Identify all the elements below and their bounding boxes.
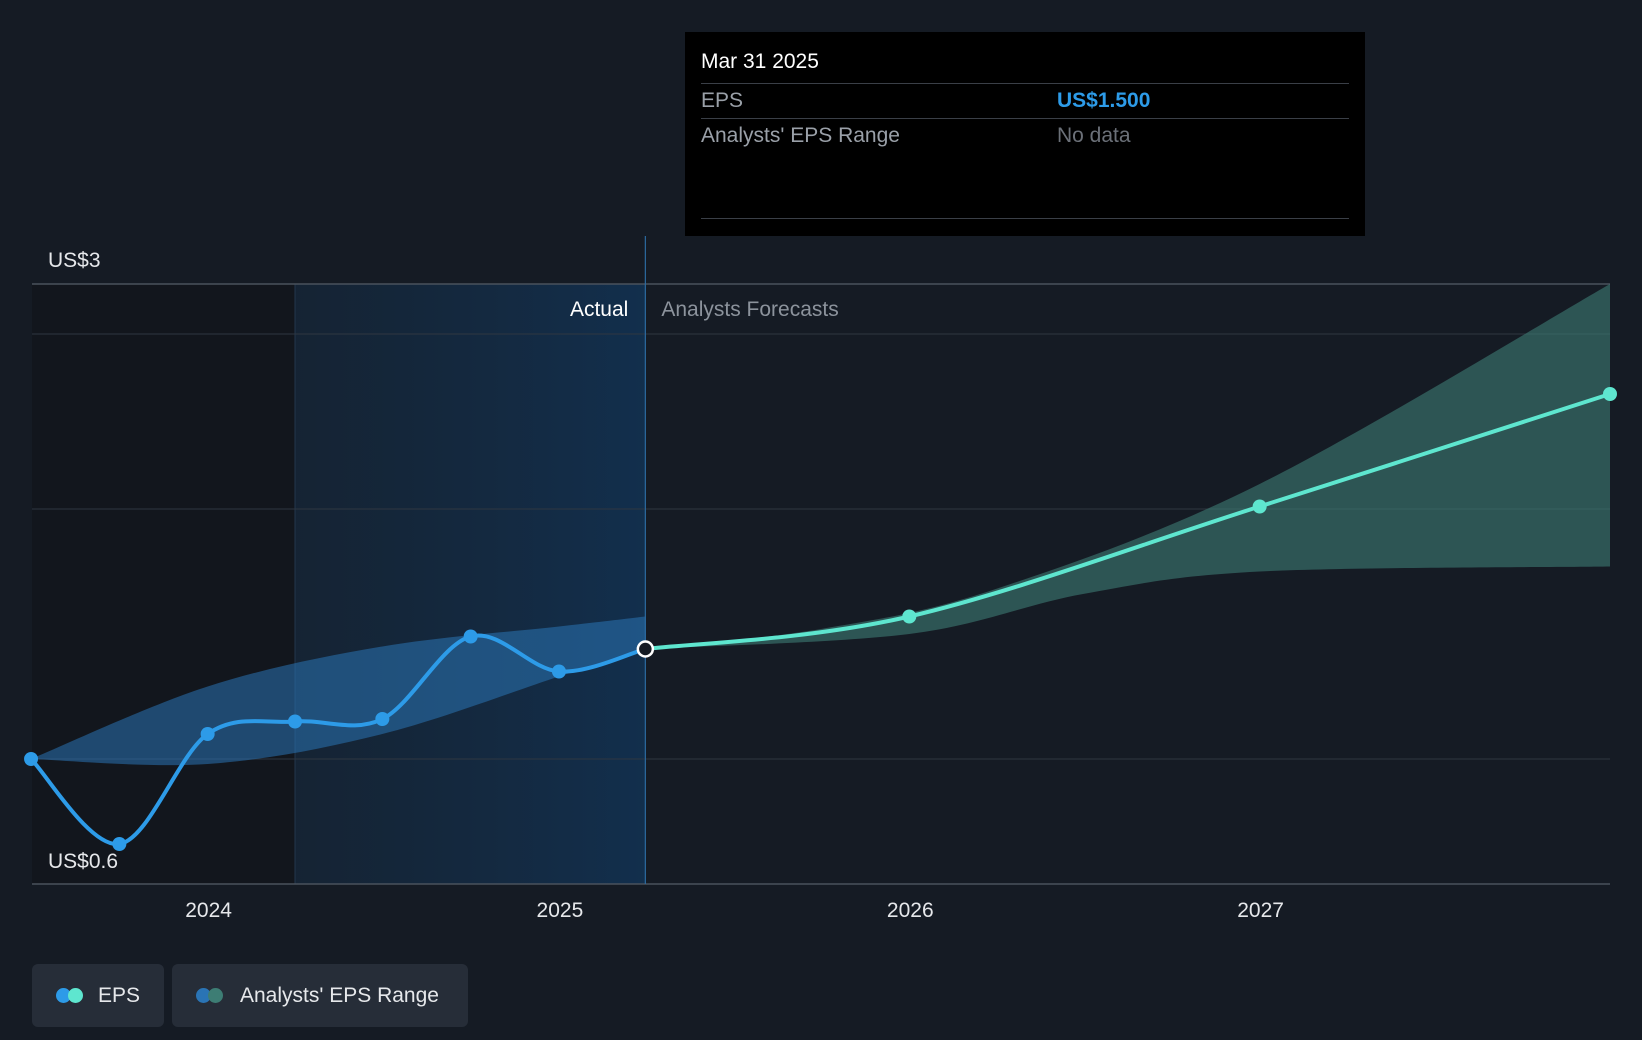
eps-point-actual-5: [463, 629, 478, 644]
eps-point-actual-0: [24, 752, 39, 766]
eps-range-area-actual: [31, 616, 646, 766]
eps-point-forecast-2: [1252, 499, 1267, 514]
x-tick-2025: 2025: [537, 899, 584, 922]
tooltip-range-value: No data: [1057, 124, 1131, 147]
tooltip-eps-label: EPS: [701, 89, 744, 112]
eps-range-area-forecast: [645, 284, 1610, 649]
actual-period-highlight: [295, 284, 646, 884]
legend-range-label: Analysts' EPS Range: [240, 983, 439, 1007]
eps-range-legend-icon: [196, 988, 226, 1003]
x-tick-2024: 2024: [185, 899, 232, 922]
eps-point-actual-4: [375, 712, 390, 726]
x-tick-2027: 2027: [1237, 899, 1284, 922]
eps-point-actual-2: [200, 727, 215, 741]
tooltip-eps-value: US$1.500: [1057, 89, 1151, 112]
tooltip-row-eps: EPS US$1.500: [701, 84, 1349, 119]
tooltip-date: Mar 31 2025: [701, 32, 1349, 84]
legend-eps-label: EPS: [97, 983, 140, 1007]
y-axis-min-label: US$0.6: [48, 850, 118, 873]
legend-item-eps-range[interactable]: Analysts' EPS Range: [172, 964, 468, 1027]
eps-legend-icon: [56, 988, 84, 1003]
y-axis-max-label: US$3: [48, 249, 101, 272]
x-tick-2026: 2026: [887, 899, 934, 922]
eps-line-forecast: [643, 392, 1612, 651]
eps-point-actual-6: [551, 664, 566, 679]
eps-point-actual-1: [112, 837, 127, 851]
tooltip-range-label: Analysts' EPS Range: [701, 124, 900, 147]
highlight-point: [636, 640, 655, 658]
tooltip-row-range: Analysts' EPS Range No data: [701, 119, 1349, 153]
eps-point-forecast-3: [1603, 387, 1617, 401]
actual-section-label: Actual: [570, 298, 628, 321]
tooltip: Mar 31 2025 EPS US$1.500 Analysts' EPS R…: [685, 32, 1365, 236]
past-background: [32, 284, 295, 884]
tooltip-divider: [701, 218, 1349, 219]
eps-point-actual-3: [288, 714, 302, 729]
eps-point-forecast-1: [902, 609, 917, 624]
legend-item-eps[interactable]: EPS: [32, 964, 164, 1027]
forecast-section-label: Analysts Forecasts: [661, 298, 838, 321]
